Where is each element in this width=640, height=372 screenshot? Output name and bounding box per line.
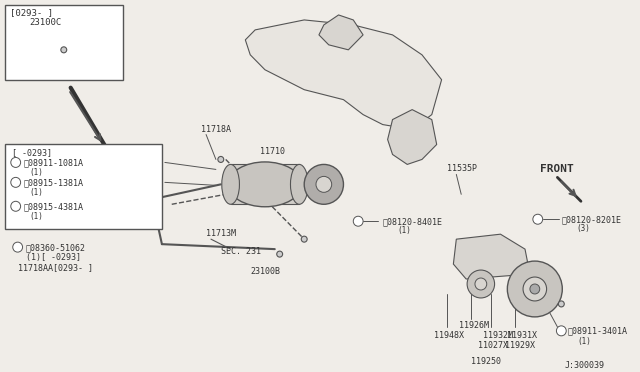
Text: 11932M: 11932M — [483, 331, 513, 340]
Ellipse shape — [291, 164, 308, 204]
Circle shape — [11, 157, 20, 167]
Text: 23100B: 23100B — [250, 267, 280, 276]
Polygon shape — [453, 234, 530, 279]
Polygon shape — [245, 20, 442, 129]
Text: ⓝ08911-1081A: ⓝ08911-1081A — [24, 158, 84, 167]
Circle shape — [533, 214, 543, 224]
Text: W: W — [14, 204, 17, 209]
Circle shape — [13, 242, 22, 252]
Circle shape — [353, 216, 363, 226]
Bar — [5, 144, 162, 229]
Bar — [5, 5, 123, 80]
Circle shape — [276, 251, 283, 257]
Text: B: B — [356, 219, 360, 224]
Circle shape — [523, 277, 547, 301]
Text: 11713M: 11713M — [206, 229, 236, 238]
Text: (1): (1) — [29, 169, 44, 177]
Text: (1)[ -0293]: (1)[ -0293] — [26, 253, 81, 262]
Text: SEC. 231: SEC. 231 — [221, 247, 260, 256]
Text: W: W — [14, 180, 17, 185]
Polygon shape — [319, 15, 363, 50]
Circle shape — [508, 261, 563, 317]
Text: N: N — [14, 160, 17, 165]
Circle shape — [558, 301, 564, 307]
Circle shape — [11, 201, 20, 211]
Bar — [230, 164, 300, 204]
Text: ⓜ08915-1381A: ⓜ08915-1381A — [24, 179, 84, 187]
Text: 11931X: 11931X — [508, 331, 538, 340]
Text: 11710: 11710 — [260, 147, 285, 157]
Text: 11718AA[0293- ]: 11718AA[0293- ] — [18, 263, 93, 272]
Circle shape — [218, 157, 224, 163]
Text: ⓝ08911-3401A: ⓝ08911-3401A — [567, 327, 627, 336]
Text: (1): (1) — [29, 212, 44, 221]
Circle shape — [475, 278, 487, 290]
Circle shape — [61, 47, 67, 53]
Ellipse shape — [228, 162, 301, 207]
Text: 23100C: 23100C — [29, 18, 61, 27]
Text: ⒴08120-8201E: ⒴08120-8201E — [561, 215, 621, 224]
Text: 11929X: 11929X — [506, 341, 536, 350]
Circle shape — [11, 177, 20, 187]
Text: N: N — [559, 328, 563, 333]
Text: B: B — [536, 217, 540, 222]
Text: 11926M: 11926M — [460, 321, 489, 330]
Text: Ⓝ08360-51062: Ⓝ08360-51062 — [26, 243, 86, 252]
Text: (1): (1) — [577, 337, 591, 346]
Ellipse shape — [222, 164, 239, 204]
Circle shape — [301, 236, 307, 242]
Text: ⒴08120-8401E: ⒴08120-8401E — [383, 217, 443, 226]
Text: ⓜ08915-4381A: ⓜ08915-4381A — [24, 202, 84, 211]
Polygon shape — [388, 110, 436, 164]
Text: S: S — [16, 245, 20, 250]
Text: 11027X: 11027X — [478, 341, 508, 350]
Circle shape — [316, 176, 332, 192]
Circle shape — [467, 270, 495, 298]
Text: 119250: 119250 — [471, 357, 501, 366]
Circle shape — [304, 164, 344, 204]
Text: (3): (3) — [576, 224, 590, 233]
Circle shape — [556, 326, 566, 336]
Text: (1): (1) — [29, 188, 44, 197]
Text: 11948X: 11948X — [434, 331, 464, 340]
Text: (1): (1) — [397, 226, 412, 235]
Text: 11535P: 11535P — [447, 164, 477, 173]
Circle shape — [530, 284, 540, 294]
Text: [0293- ]: [0293- ] — [10, 8, 53, 17]
Text: FRONT: FRONT — [540, 164, 573, 174]
Text: 11718A: 11718A — [201, 125, 231, 134]
Text: [ -0293]: [ -0293] — [12, 148, 52, 157]
Text: J:300039: J:300039 — [564, 361, 604, 370]
